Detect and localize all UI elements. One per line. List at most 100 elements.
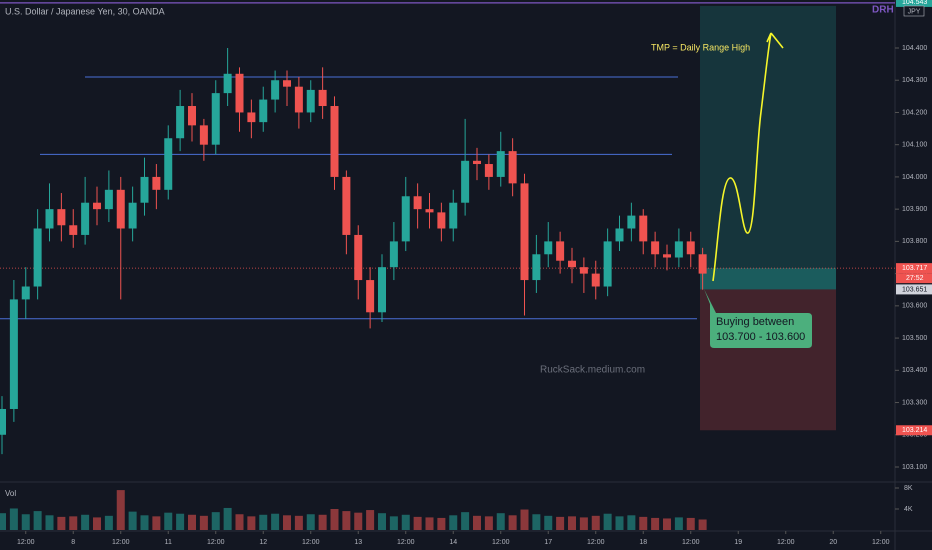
candle-body [0,408,6,435]
watermark: RuckSack.medium.com [540,365,645,376]
candle-body [603,241,612,287]
volume-label: Vol [5,489,16,498]
price-label: 104.543 [902,0,927,6]
candle-body [484,164,493,177]
y-tick-label: 103.600 [902,303,927,310]
volume-bar [449,515,458,530]
candle-body [556,241,565,261]
x-tick-label: 12:00 [17,539,35,546]
candle-body [9,299,18,409]
candle-body [271,80,280,100]
volume-bar [413,516,422,530]
y-tick-label: 104.300 [902,77,927,84]
candle-body [532,254,541,281]
callout-line: Buying between [716,316,794,328]
volume-bar [235,514,244,530]
candle-body [425,209,434,213]
price-label: 103.214 [902,427,927,434]
candle-body [698,254,707,274]
price-label: 103.717 [902,265,927,272]
volume-bar [57,516,66,530]
volume-bar [45,515,54,530]
candle-body [152,176,161,190]
candle-body [93,202,101,210]
x-tick-label: 14 [449,539,457,546]
x-tick-label: 18 [639,539,647,546]
x-tick-label: 12:00 [112,539,130,546]
volume-bar [639,516,648,530]
volume-tick-label: 8K [904,485,913,492]
volume-bar [378,513,386,530]
volume-bar [651,517,660,530]
y-tick-label: 103.800 [902,238,927,245]
volume-bar [425,517,434,530]
volume-bar [140,515,149,530]
candle-body [508,151,517,184]
volume-bar [330,509,339,530]
candle-body [651,241,660,255]
candle-body [544,241,553,255]
y-tick-label: 104.000 [902,174,927,181]
candle-body [520,183,529,281]
volume-bar [128,511,137,530]
candle-body [81,202,90,235]
candle-body [306,89,315,113]
current-zone [700,268,836,290]
candle-body [473,160,481,165]
volume-bar [223,507,232,530]
candle-body [461,160,470,203]
candle-body [69,225,78,235]
candle-body [259,99,268,123]
volume-bar [437,517,446,530]
volume-bar [508,515,517,530]
volume-bar [271,513,280,530]
candle-body [211,93,220,145]
price-label-box [896,425,932,436]
callout-line: 103.700 - 103.600 [716,331,805,343]
x-tick-label: 12:00 [492,539,510,546]
volume-bar [0,513,6,530]
candle-body [247,112,256,123]
volume-bar [568,516,576,530]
candle-body [235,73,244,113]
volume-tick-label: 4K [904,506,913,513]
x-tick-label: 12:00 [682,539,700,546]
volume-bar [520,509,529,530]
x-tick-label: 11 [165,539,172,546]
candle-body [33,228,42,287]
candle-body [199,125,208,145]
x-tick-label: 12:00 [777,539,795,546]
volume-bar [33,511,42,530]
candle-body [188,106,196,126]
chart-title: U.S. Dollar / Japanese Yen, 30, OANDA [5,6,165,16]
volume-bar [366,510,375,530]
x-tick-label: 13 [354,539,362,546]
volume-bar [473,515,481,530]
x-tick-label: 12:00 [587,539,605,546]
candle-body [318,89,327,107]
candle-body [389,241,398,268]
candle-body [128,202,137,229]
x-tick-label: 17 [544,539,552,546]
volume-bar [283,515,291,530]
volume-bar [591,515,600,530]
x-tick-label: 20 [829,539,837,546]
countdown-box [896,273,932,284]
volume-bar [698,519,707,530]
volume-bar [81,514,90,530]
projection-arrow [712,32,784,282]
volume-bar [342,511,351,530]
candle-body [116,189,125,229]
volume-bar [686,517,695,530]
candle-body [294,86,303,113]
volume-bar [603,513,612,530]
loss-zone [700,289,836,431]
volume-bar [104,515,113,530]
volume-bar [615,516,624,530]
volume-bar [152,516,161,530]
callout-box [704,289,812,348]
x-tick-label: 12:00 [872,539,890,546]
volume-bar [461,512,470,530]
candle-body [449,202,458,229]
